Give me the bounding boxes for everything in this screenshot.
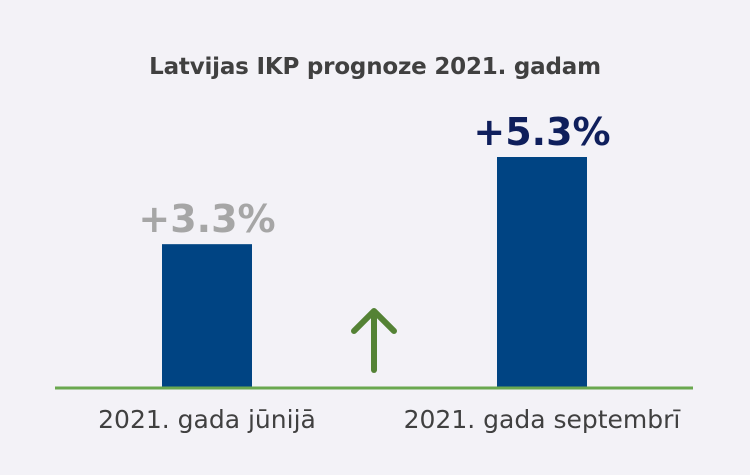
data-label-2: +5.3%: [473, 110, 610, 154]
category-label-1: 2021. gada jūnijā: [98, 405, 316, 434]
arrow-up-head: [351, 308, 397, 334]
category-label-2: 2021. gada septembrī: [404, 405, 682, 434]
bar-1: [162, 244, 252, 388]
bar-2: [497, 157, 587, 388]
chart-title: Latvijas IKP prognoze 2021. gadam: [149, 54, 601, 80]
arrow-up-icon: [351, 308, 397, 373]
data-label-1: +3.3%: [138, 197, 275, 241]
